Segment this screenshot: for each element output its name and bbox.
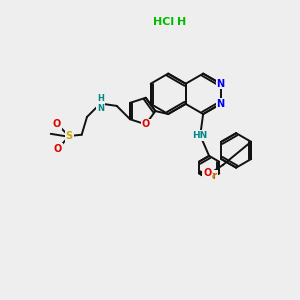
Text: O: O [203,168,212,178]
Text: Br: Br [205,171,217,181]
Text: HN: HN [193,131,208,140]
Text: N: N [217,99,225,109]
Text: O: O [142,119,150,129]
Text: O: O [52,119,61,129]
Text: N: N [217,79,225,89]
Text: S: S [66,131,73,141]
Text: H
N: H N [97,94,104,113]
Text: H: H [177,17,186,27]
Text: O: O [54,144,62,154]
Text: HCl: HCl [153,17,174,27]
